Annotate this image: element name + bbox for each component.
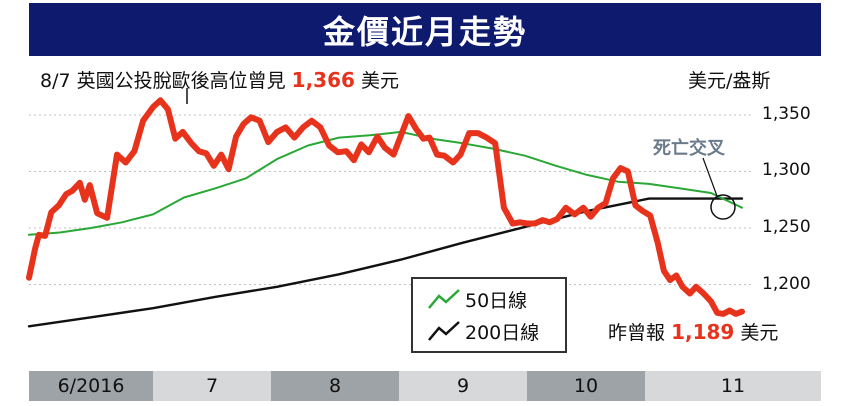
legend-item-ma50: 50日線 [427, 285, 527, 313]
x-tick-label: 6/2016 [29, 371, 153, 401]
death-cross-marker [710, 194, 736, 220]
death-cross-leader-line [702, 157, 718, 197]
title-bar: 金價近月走勢 [29, 3, 821, 56]
x-tick-label: 11 [645, 371, 821, 401]
series-line-ma200 [27, 197, 744, 328]
y-tick-label: 1,350 [762, 104, 811, 124]
peak-annotation: 8/7 英國公投脫歐後高位曾見 1,366 美元 [40, 66, 399, 93]
series-line-ma50 [28, 130, 743, 236]
line-swatch-icon [428, 289, 460, 309]
chart-title: 金價近月走勢 [322, 12, 527, 51]
x-tick-label: 10 [527, 371, 645, 401]
x-tick-label: 8 [271, 371, 399, 401]
y-tick-label: 1,300 [762, 160, 811, 180]
latest-price-annotation: 昨曾報 1,189 美元 [608, 318, 778, 345]
line-swatch-icon [428, 321, 460, 341]
death-cross-label: 死亡交叉 [653, 138, 725, 159]
y-axis-unit: 美元/盎斯 [688, 70, 771, 92]
series-line-gold-price [26, 97, 745, 317]
peak-annotation-value: 1,366 [291, 68, 355, 92]
y-tick-label: 1,200 [762, 274, 811, 294]
y-tick-label: 1,250 [762, 217, 811, 237]
latest-price-value: 1,189 [671, 320, 735, 344]
x-axis-bar: 6/2016 7 8 9 10 11 [29, 371, 821, 401]
legend: 50日線 200日線 [411, 277, 567, 353]
legend-item-ma200: 200日線 [427, 317, 539, 345]
latest-price-text: 昨曾報 [608, 322, 666, 344]
x-tick-label: 9 [399, 371, 527, 401]
peak-annotation-text: 8/7 英國公投脫歐後高位曾見 [40, 70, 286, 92]
x-tick-label: 7 [153, 371, 271, 401]
latest-price-unit: 美元 [740, 322, 779, 344]
peak-annotation-unit: 美元 [360, 70, 399, 92]
legend-label: 200日線 [465, 321, 540, 344]
legend-label: 50日線 [465, 289, 528, 312]
